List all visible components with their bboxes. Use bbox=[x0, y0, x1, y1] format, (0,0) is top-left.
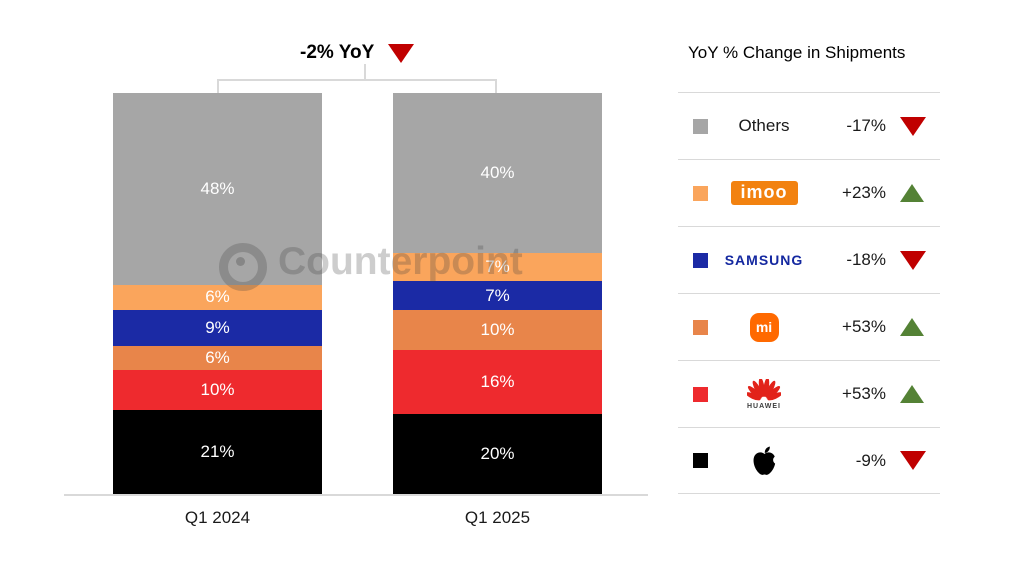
bar-segment-others-q1-2024: 48% bbox=[113, 93, 322, 286]
legend-row-others: Others -17% bbox=[678, 92, 940, 159]
imoo-swatch bbox=[693, 185, 708, 201]
apple-swatch bbox=[693, 453, 708, 468]
bar-segment-apple-q1-2024: 21% bbox=[113, 409, 322, 494]
legend-row-huawei: HUAWEI +53% bbox=[678, 360, 940, 427]
xiaomi-change: +53% bbox=[842, 317, 886, 336]
others-swatch bbox=[693, 118, 708, 134]
down-triangle-icon bbox=[900, 451, 926, 470]
x-axis-label-q1-2024: Q1 2024 bbox=[184, 508, 251, 527]
samsung-swatch bbox=[693, 252, 708, 268]
others-label: Others bbox=[738, 116, 790, 135]
bracket-center-tick bbox=[364, 64, 366, 79]
x-axis-line bbox=[64, 494, 648, 496]
legend-title: YoY % Change in Shipments bbox=[688, 43, 906, 62]
segment-value-label: 20% bbox=[480, 443, 515, 463]
huawei-change: +53% bbox=[842, 384, 886, 403]
segment-value-label: 9% bbox=[205, 317, 230, 337]
bracket-left-tick bbox=[217, 79, 219, 93]
up-triangle-icon bbox=[900, 318, 924, 336]
huawei-flower-icon bbox=[747, 378, 781, 400]
bracket-right-tick bbox=[495, 79, 497, 93]
up-triangle-icon bbox=[900, 385, 924, 403]
huawei-wordmark: HUAWEI bbox=[747, 402, 781, 410]
segment-value-label: 10% bbox=[480, 319, 515, 339]
legend-row-xiaomi: mi +53% bbox=[678, 293, 940, 360]
imoo-change: +23% bbox=[842, 183, 886, 202]
segment-value-label: 16% bbox=[480, 371, 515, 391]
xiaomi-swatch bbox=[693, 319, 708, 335]
segment-value-label: 7% bbox=[485, 285, 510, 305]
samsung-logo: SAMSUNG bbox=[724, 252, 804, 268]
bar-segment-xiaomi-q1-2025: 10% bbox=[393, 309, 602, 350]
segment-value-label: 6% bbox=[205, 347, 230, 367]
huawei-swatch bbox=[693, 386, 708, 402]
bracket-line bbox=[217, 79, 497, 81]
apple-logo-icon bbox=[753, 446, 778, 475]
segment-value-label: 10% bbox=[200, 379, 235, 399]
total-yoy-annotation: -2% YoY bbox=[300, 42, 415, 64]
down-triangle-icon bbox=[388, 43, 415, 63]
legend-row-samsung: SAMSUNG -18% bbox=[678, 226, 940, 293]
up-triangle-icon bbox=[900, 184, 924, 202]
bar-segment-huawei-q1-2024: 10% bbox=[113, 369, 322, 410]
total-yoy-label: -2% YoY bbox=[300, 42, 375, 63]
x-axis-label-q1-2025: Q1 2025 bbox=[464, 508, 531, 527]
bar-segment-huawei-q1-2025: 16% bbox=[393, 349, 602, 414]
legend-row-apple: -9% bbox=[678, 427, 940, 494]
huawei-logo: HUAWEI bbox=[747, 378, 781, 410]
segment-value-label: 21% bbox=[200, 441, 235, 461]
xiaomi-logo: mi bbox=[749, 312, 779, 342]
segment-value-label: 48% bbox=[200, 179, 235, 199]
samsung-change: -18% bbox=[846, 250, 886, 269]
bar-segment-samsung-q1-2024: 9% bbox=[113, 309, 322, 346]
bar-segment-samsung-q1-2025: 7% bbox=[393, 281, 602, 310]
down-triangle-icon bbox=[900, 250, 926, 270]
others-change: -17% bbox=[846, 116, 886, 135]
legend-row-imoo: imoo +23% bbox=[678, 159, 940, 226]
down-triangle-icon bbox=[900, 116, 926, 136]
segment-value-label: 40% bbox=[480, 163, 515, 183]
bar-segment-xiaomi-q1-2024: 6% bbox=[113, 345, 322, 370]
segment-value-label: 7% bbox=[485, 257, 510, 277]
bar-segment-others-q1-2025: 40% bbox=[393, 93, 602, 254]
bar-segment-imoo-q1-2024: 6% bbox=[113, 285, 322, 310]
segment-value-label: 6% bbox=[205, 287, 230, 307]
bar-segment-imoo-q1-2025: 7% bbox=[393, 253, 602, 282]
bar-segment-apple-q1-2025: 20% bbox=[393, 413, 602, 494]
apple-change: -9% bbox=[855, 450, 886, 470]
imoo-logo: imoo bbox=[730, 181, 798, 205]
